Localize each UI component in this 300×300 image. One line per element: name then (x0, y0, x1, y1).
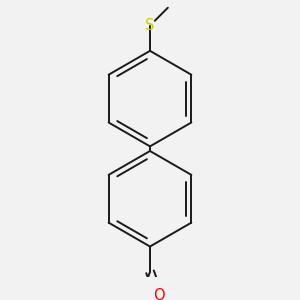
Text: S: S (145, 18, 155, 33)
Text: O: O (153, 288, 164, 300)
